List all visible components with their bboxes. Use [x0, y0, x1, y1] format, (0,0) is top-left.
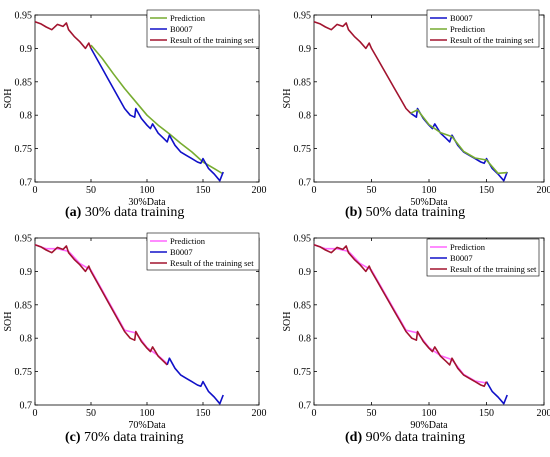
y-tick-label: 0.9: [299, 267, 312, 278]
legend-label-b0007: B0007: [170, 24, 193, 34]
legend-label-prediction: Prediction: [450, 24, 486, 34]
y-tick-label: 0.8: [299, 334, 312, 345]
y-tick-label: 0.9: [20, 267, 33, 278]
x-tick-label: 0: [312, 185, 317, 196]
caption-letter-c: (c): [65, 430, 81, 445]
x-tick-label: 100: [140, 408, 155, 419]
x-tick-label: 200: [537, 185, 550, 196]
caption-text-b: 50% data training: [366, 205, 466, 220]
x-tick-label: 50: [367, 408, 377, 419]
x-tick-label: 150: [479, 408, 494, 419]
y-tick-label: 0.9: [299, 44, 312, 55]
legend-label-prediction: Prediction: [170, 13, 206, 23]
x-tick-label: 150: [196, 408, 211, 419]
legend-label-b0007: B0007: [170, 247, 193, 257]
series-line-result-of-the-training-set-a: [35, 22, 91, 49]
y-tick-label: 0.9: [20, 44, 33, 55]
caption-letter-b: (b): [345, 205, 362, 220]
y-axis-label-c: SOH: [3, 311, 14, 331]
legend-label-result-of-the-trraining-set: Result of the trraining set: [450, 264, 537, 274]
legend-label-b0007: B0007: [450, 253, 473, 263]
y-axis-label-b: SOH: [282, 88, 293, 108]
x-tick-label: 0: [33, 408, 38, 419]
y-tick-label: 0.95: [15, 234, 33, 245]
x-tick-label: 150: [479, 185, 494, 196]
legend-label-prediction: Prediction: [170, 236, 206, 246]
y-tick-label: 0.7: [299, 178, 312, 189]
series-line-prediction-a: [91, 45, 223, 174]
y-axis-label-d: SOH: [282, 311, 293, 331]
x-tick-label: 50: [367, 185, 377, 196]
y-tick-label: 0.85: [15, 300, 33, 311]
caption-d: (d) 90% data training: [345, 430, 465, 446]
y-tick-label: 0.75: [15, 144, 33, 155]
y-tick-label: 0.85: [15, 77, 33, 88]
y-tick-label: 0.8: [20, 111, 33, 122]
y-tick-label: 0.95: [294, 11, 312, 22]
x-tick-label: 200: [252, 185, 267, 196]
caption-text-d: 90% data training: [366, 430, 466, 445]
series-line-b0007-d: [487, 382, 508, 404]
x-tick-label: 50: [86, 185, 96, 196]
caption-letter-d: (d): [345, 430, 362, 445]
x-tick-label: 50: [86, 408, 96, 419]
caption-text-a: 30% data training: [85, 205, 185, 220]
y-axis-label-a: SOH: [3, 88, 14, 108]
x-tick-label: 100: [422, 408, 437, 419]
series-line-b0007-c: [167, 358, 223, 404]
x-tick-label: 200: [252, 408, 267, 419]
caption-text-c: 70% data training: [84, 430, 184, 445]
legend-label-result-of-the-training-set: Result of the training set: [170, 258, 254, 268]
y-tick-label: 0.8: [299, 111, 312, 122]
caption-c: (c) 70% data training: [65, 430, 184, 446]
caption-letter-a: (a): [65, 205, 81, 220]
y-tick-label: 0.75: [294, 144, 312, 155]
series-line-prediction-b: [411, 110, 508, 173]
caption-a: (a) 30% data training: [65, 205, 184, 221]
x-tick-label: 100: [422, 185, 437, 196]
y-tick-label: 0.7: [20, 401, 33, 412]
y-tick-label: 0.95: [294, 234, 312, 245]
legend-label-b0007: B0007: [450, 13, 473, 23]
x-tick-label: 150: [196, 185, 211, 196]
series-line-result-of-the-training-set-b: [314, 22, 411, 114]
x-tick-label: 100: [140, 185, 155, 196]
caption-b: (b) 50% data training: [345, 205, 465, 221]
y-tick-label: 0.7: [299, 401, 312, 412]
y-tick-label: 0.85: [294, 77, 312, 88]
series-line-b0007-a: [91, 48, 223, 180]
y-tick-label: 0.7: [20, 178, 33, 189]
y-tick-label: 0.75: [294, 367, 312, 378]
legend-label-prediction: Prediction: [450, 242, 486, 252]
x-tick-label: 0: [312, 408, 317, 419]
legend-label-result-of-the-training-set: Result of the training set: [450, 35, 534, 45]
y-tick-label: 0.95: [15, 11, 33, 22]
x-tick-label: 0: [33, 185, 38, 196]
x-tick-label: 200: [537, 408, 550, 419]
y-tick-label: 0.85: [294, 300, 312, 311]
legend-label-result-of-the-training-set: Result of the training set: [170, 35, 254, 45]
y-tick-label: 0.75: [15, 367, 33, 378]
y-tick-label: 0.8: [20, 334, 33, 345]
